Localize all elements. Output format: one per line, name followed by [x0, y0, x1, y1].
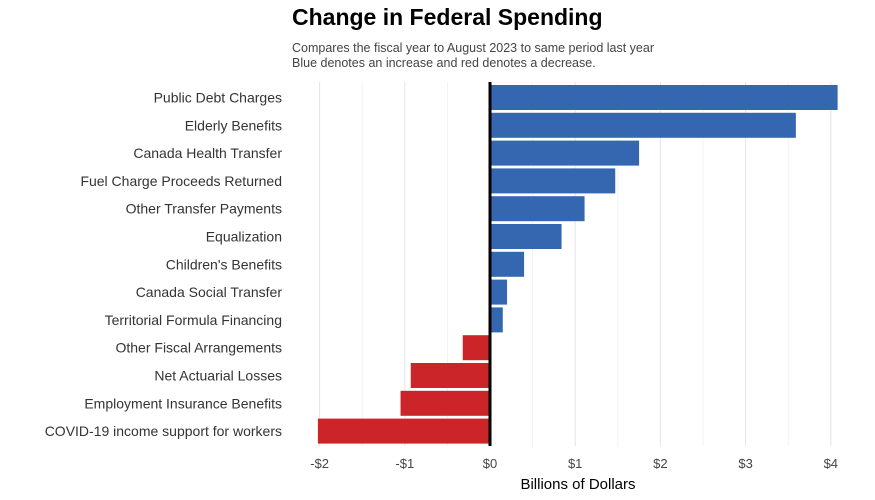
category-label: Net Actuarial Losses — [154, 368, 282, 384]
category-label: Territorial Formula Financing — [105, 312, 282, 328]
bar — [490, 168, 616, 194]
category-label: Children's Benefits — [166, 256, 282, 272]
x-tick-labels: -$2 -$1 $0 $1 $2 $3 $4 — [310, 456, 838, 471]
x-tick-label: $4 — [824, 456, 838, 471]
bar — [490, 140, 640, 166]
category-label: Equalization — [206, 229, 282, 245]
x-tick-label: -$2 — [310, 456, 329, 471]
bar — [462, 335, 490, 361]
category-label: Employment Insurance Benefits — [84, 395, 282, 411]
category-label: COVID-19 income support for workers — [45, 423, 282, 439]
x-tick-label: $2 — [653, 456, 667, 471]
bar — [400, 390, 490, 416]
category-labels: Public Debt Charges Elderly Benefits Canad… — [45, 90, 283, 440]
category-label: Canada Health Transfer — [133, 145, 282, 161]
x-tick-label: $1 — [568, 456, 582, 471]
bar — [490, 112, 796, 138]
bar — [490, 251, 525, 277]
category-label: Other Fiscal Arrangements — [115, 340, 282, 356]
x-axis-title: Billions of Dollars — [520, 476, 635, 493]
category-label: Elderly Benefits — [185, 117, 282, 133]
x-tick-label: $0 — [483, 456, 497, 471]
chart-title: Change in Federal Spending — [292, 4, 603, 30]
subtitle-line-2: Blue denotes an increase and red denotes… — [292, 56, 596, 70]
category-label: Fuel Charge Proceeds Returned — [80, 173, 282, 189]
category-label: Public Debt Charges — [154, 90, 282, 106]
category-label: Other Transfer Payments — [126, 201, 282, 217]
bar — [490, 307, 503, 333]
bar — [490, 196, 585, 222]
chart-subtitle: Compares the fiscal year to August 2023 … — [292, 41, 654, 71]
bar — [317, 418, 490, 444]
bar — [490, 85, 838, 110]
bar — [490, 224, 562, 249]
x-tick-label: -$1 — [395, 456, 414, 471]
bar — [490, 279, 508, 305]
category-label: Canada Social Transfer — [136, 284, 283, 300]
bars — [317, 85, 838, 444]
bar — [410, 363, 490, 388]
x-tick-label: $3 — [738, 456, 752, 471]
subtitle-line-1: Compares the fiscal year to August 2023 … — [292, 41, 654, 55]
